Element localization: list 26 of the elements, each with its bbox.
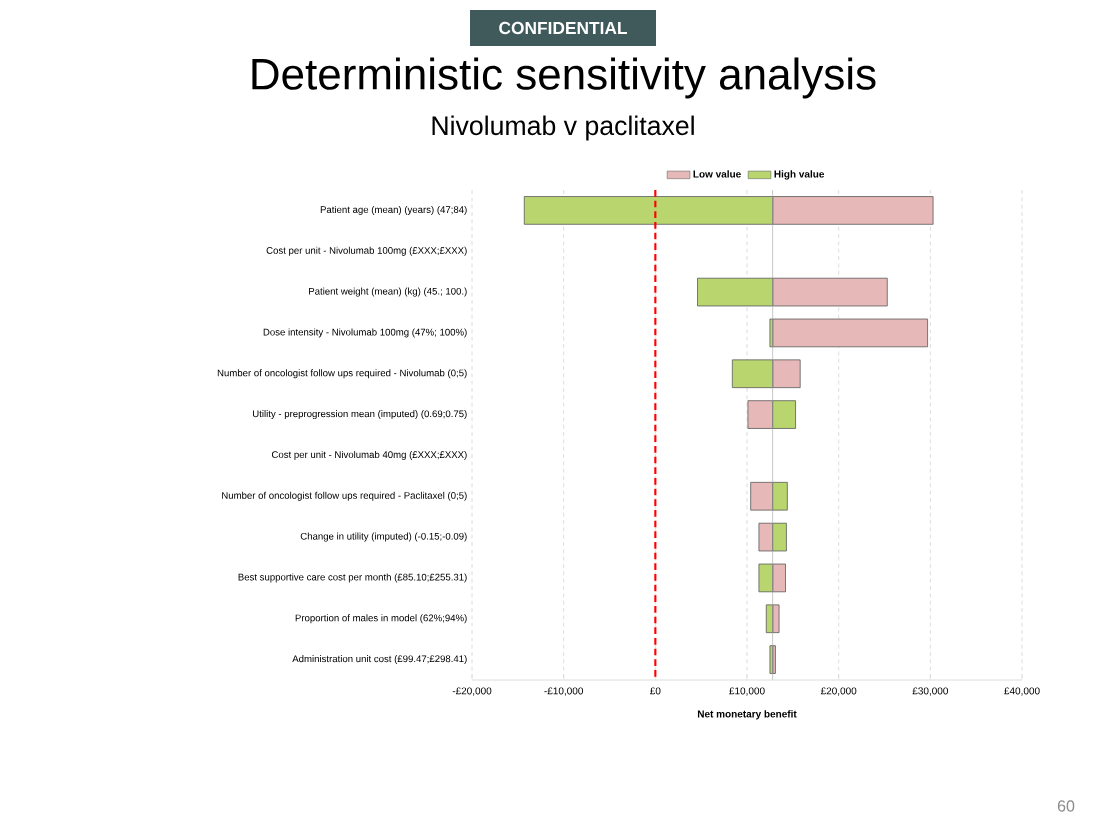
x-tick-label: -£10,000 [544,687,584,696]
x-axis-title: Net monetary benefit [697,710,797,720]
x-tick-label: -£20,000 [452,687,492,696]
x-tick-label: £30,000 [912,687,949,696]
y-tick-label: Change in utility (imputed) (-0.15;-0.09) [300,532,467,542]
y-tick-label: Cost per unit - Nivolumab 40mg (£XXX;£XXX) [271,450,467,460]
legend-label: High value [774,170,825,180]
x-tick-label: £20,000 [820,687,857,696]
y-tick-label: Proportion of males in model (62%;94%) [295,614,467,624]
x-tick-label: £0 [650,687,661,695]
x-tick-label: £10,000 [729,687,765,696]
y-tick-label: Patient weight (mean) (kg) (45.; 100.) [309,287,467,297]
chart-title: Deterministic sensitivity analysis [252,57,876,99]
y-tick-label: Number of oncologist follow ups required - Nivolumab (0;5) [217,369,467,379]
y-tick-label: Administration unit cost (£99.47;£298.41) [292,655,467,665]
chart-subtitle: Nivolumab v paclitaxel [432,115,694,141]
y-tick-label: Number of oncologist follow ups required - Paclitaxel (0;5) [222,491,467,501]
y-tick-label: Cost per unit - Nivolumab 100mg (£XXX;£XXX) [266,246,467,256]
y-tick-label: Dose intensity - Nivolumab 100mg (47%; 100%) [263,328,467,338]
text: CONFIDENTIAL [499,21,627,35]
y-tick-label: Patient age (mean) (years) (47;84) [320,205,467,215]
text: 60 [1057,800,1075,812]
x-tick-label: £40,000 [1004,687,1040,696]
y-tick-label: Utility - preprogression mean (imputed) (0.69;0.75) [253,410,467,420]
legend-label: Low value [693,170,741,178]
y-tick-label: Best supportive care cost per month (£85.10;£255.31) [238,573,467,583]
